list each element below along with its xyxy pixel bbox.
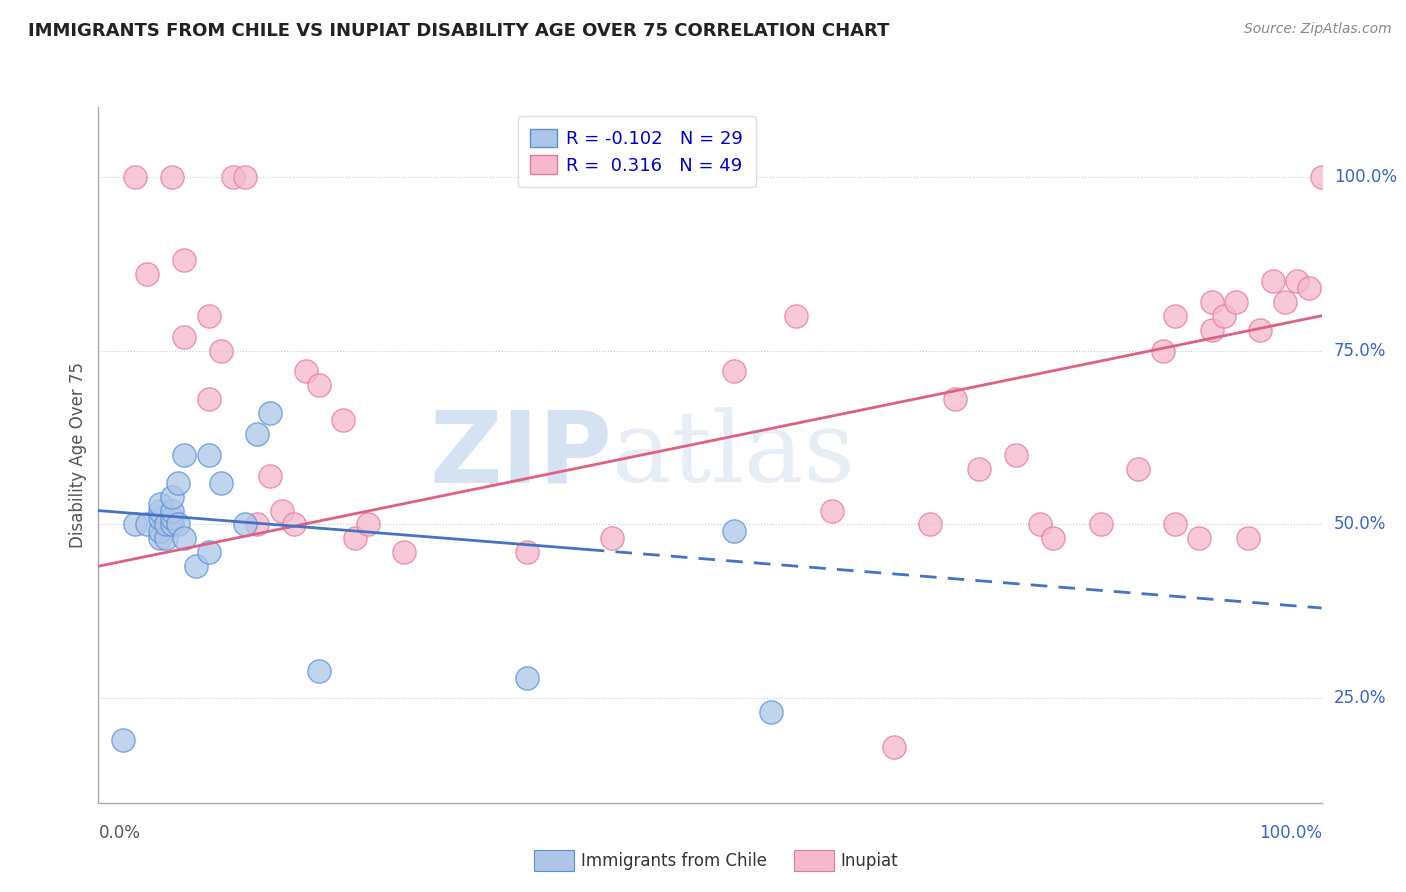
Point (723, 364, 745, 378)
Point (259, 468, 281, 483)
Point (167, 517, 190, 532)
Point (209, 475, 232, 490)
Point (136, 517, 159, 532)
Point (1090, 517, 1112, 532)
Point (160, 510, 183, 524)
Point (1152, 343, 1174, 358)
Point (136, 267, 159, 281)
Text: Inupiat: Inupiat (841, 852, 898, 870)
Point (600, 532, 623, 546)
Point (967, 462, 990, 476)
Text: atlas: atlas (612, 407, 855, 503)
Text: ZIP: ZIP (429, 407, 612, 503)
Point (149, 524, 172, 539)
Text: IMMIGRANTS FROM CHILE VS INUPIAT DISABILITY AGE OVER 75 CORRELATION CHART: IMMIGRANTS FROM CHILE VS INUPIAT DISABIL… (28, 22, 890, 40)
Point (392, 545, 416, 559)
Point (344, 532, 367, 546)
Point (283, 517, 305, 532)
Point (270, 503, 294, 517)
Point (1042, 532, 1064, 546)
Point (233, 517, 256, 532)
Point (723, 524, 745, 539)
Point (233, 169, 256, 184)
Point (1188, 532, 1211, 546)
Point (197, 448, 219, 462)
Text: 50.0%: 50.0% (1334, 516, 1386, 533)
Text: 100.0%: 100.0% (1334, 168, 1398, 186)
Point (1298, 281, 1320, 295)
Point (149, 497, 172, 511)
Legend: R = -0.102   N = 29, R =  0.316   N = 49: R = -0.102 N = 29, R = 0.316 N = 49 (517, 116, 756, 187)
Point (1212, 309, 1234, 323)
Point (149, 503, 172, 517)
Text: 25.0%: 25.0% (1334, 690, 1386, 707)
Point (209, 343, 232, 358)
Text: 100.0%: 100.0% (1258, 823, 1322, 842)
Y-axis label: Disability Age Over 75: Disability Age Over 75 (69, 362, 87, 548)
Point (1310, 169, 1333, 184)
Point (160, 503, 183, 517)
Point (167, 475, 190, 490)
Point (155, 517, 177, 532)
Point (1237, 532, 1260, 546)
Point (197, 309, 219, 323)
Point (761, 706, 783, 720)
Point (186, 559, 208, 574)
Point (124, 517, 146, 532)
Point (259, 406, 281, 420)
Point (124, 169, 146, 184)
Point (1201, 294, 1223, 309)
Text: Immigrants from Chile: Immigrants from Chile (581, 852, 766, 870)
Point (222, 169, 245, 184)
Point (246, 517, 269, 532)
Point (1128, 462, 1150, 476)
Point (197, 545, 219, 559)
Point (515, 545, 537, 559)
Point (173, 329, 195, 343)
Point (943, 392, 966, 407)
Point (197, 392, 219, 407)
Point (1249, 323, 1271, 337)
Point (155, 532, 177, 546)
Point (160, 169, 183, 184)
Point (1261, 274, 1284, 288)
Text: 75.0%: 75.0% (1334, 342, 1386, 359)
Point (515, 671, 537, 685)
Point (173, 532, 195, 546)
Point (1004, 448, 1026, 462)
Point (785, 309, 807, 323)
Point (920, 517, 942, 532)
Point (308, 664, 330, 678)
Text: Source: ZipAtlas.com: Source: ZipAtlas.com (1244, 22, 1392, 37)
Point (1201, 323, 1223, 337)
Point (1029, 517, 1052, 532)
Point (111, 733, 134, 747)
Point (356, 517, 378, 532)
Point (332, 413, 354, 427)
Point (160, 490, 183, 504)
Point (149, 510, 172, 524)
Point (173, 253, 195, 268)
Point (1274, 294, 1296, 309)
Point (246, 427, 269, 442)
Point (821, 503, 844, 517)
Point (883, 740, 905, 755)
Point (1164, 309, 1187, 323)
Point (173, 448, 195, 462)
Point (295, 364, 318, 378)
Point (1225, 294, 1247, 309)
Point (1286, 274, 1309, 288)
Point (149, 532, 172, 546)
Point (160, 517, 183, 532)
Text: 0.0%: 0.0% (98, 823, 141, 842)
Point (308, 378, 330, 392)
Point (1164, 517, 1187, 532)
